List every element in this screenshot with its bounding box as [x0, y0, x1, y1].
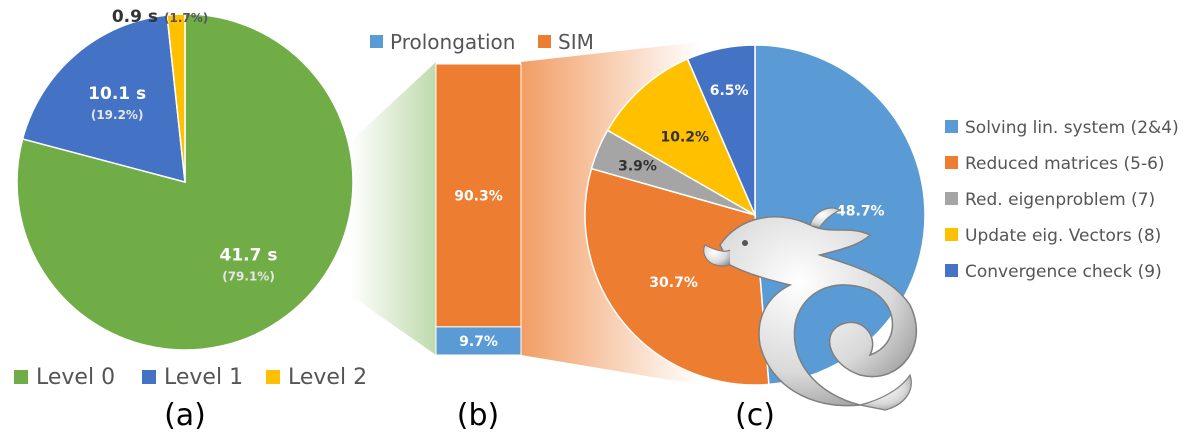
- legend-swatch: [945, 156, 958, 169]
- legend-swatch: [945, 228, 958, 241]
- connector-a-b: [350, 62, 436, 355]
- legend-label: Update eig. Vectors (8): [965, 226, 1161, 246]
- legend-label: Prolongation: [390, 30, 515, 54]
- data-label-value: 10.1 s: [88, 84, 146, 104]
- data-label: 30.7%: [649, 275, 698, 291]
- data-label: 9.7%: [459, 334, 498, 350]
- legend-label: Red. eigenproblem (7): [965, 190, 1155, 210]
- legend-swatch: [142, 370, 156, 384]
- data-label: 3.9%: [618, 158, 657, 174]
- pie-slice-sim-3: [606, 57, 757, 217]
- legend-swatch: [945, 264, 958, 277]
- legend-levels: Level 0 Level 1 Level 2: [14, 365, 367, 390]
- data-label-percent: (79.1%): [222, 270, 275, 284]
- data-label: 10.2%: [661, 129, 710, 145]
- pie-slice-level-0: [16, 13, 354, 351]
- data-label: 48.7%: [836, 204, 885, 220]
- stacked-bar-sim-prolongation: 9.7% 90.3%: [435, 63, 522, 356]
- pie-slice-level-2: [166, 13, 186, 183]
- data-label-percent: (1.7%): [164, 11, 208, 25]
- legend-swatch: [945, 120, 958, 133]
- legend-label: Level 1: [164, 365, 243, 390]
- pie-slice-sim-1: [584, 167, 770, 386]
- legend-label: Convergence check (9): [965, 262, 1162, 282]
- legend-swatch: [538, 35, 551, 48]
- data-label-percent: (19.2%): [91, 108, 144, 122]
- legend-label: Level 0: [36, 365, 115, 390]
- legend-label: Level 2: [288, 365, 367, 390]
- pie-slice-level-1: [21, 14, 186, 184]
- bar-segment-sim: [435, 63, 522, 328]
- dragon-illustration: [703, 207, 917, 411]
- caption-a: (a): [164, 398, 206, 433]
- legend-swatch: [266, 370, 280, 384]
- data-label-value: 41.7 s: [220, 246, 278, 266]
- pie-slice-sim-4: [686, 44, 756, 216]
- legend-swatch: [370, 35, 383, 48]
- data-label: 90.3%: [454, 188, 503, 204]
- data-label-value: 0.9 s: [112, 7, 158, 27]
- legend-sim-breakdown: Solving lin. system (2&4) Reduced matrice…: [945, 118, 1179, 282]
- legend-label: Reduced matrices (5-6): [965, 154, 1165, 174]
- legend-label: SIM: [558, 30, 594, 54]
- legend-swatch: [14, 370, 28, 384]
- caption-b: (b): [457, 398, 499, 433]
- caption-c: (c): [735, 398, 775, 433]
- bar-segment-prolongation: [435, 326, 522, 356]
- data-label: 6.5%: [710, 83, 749, 99]
- legend-label: Solving lin. system (2&4): [965, 118, 1179, 138]
- legend-swatch: [945, 192, 958, 205]
- legend-sim-prolongation: Prolongation SIM: [370, 30, 594, 54]
- pie-chart-levels: 41.7 s (79.1%) 10.1 s (19.2%) 0.9 s (1.7%): [16, 7, 354, 351]
- pie-chart-sim-breakdown: 48.7% 30.7% 3.9%10.2% 6.5%: [584, 44, 926, 386]
